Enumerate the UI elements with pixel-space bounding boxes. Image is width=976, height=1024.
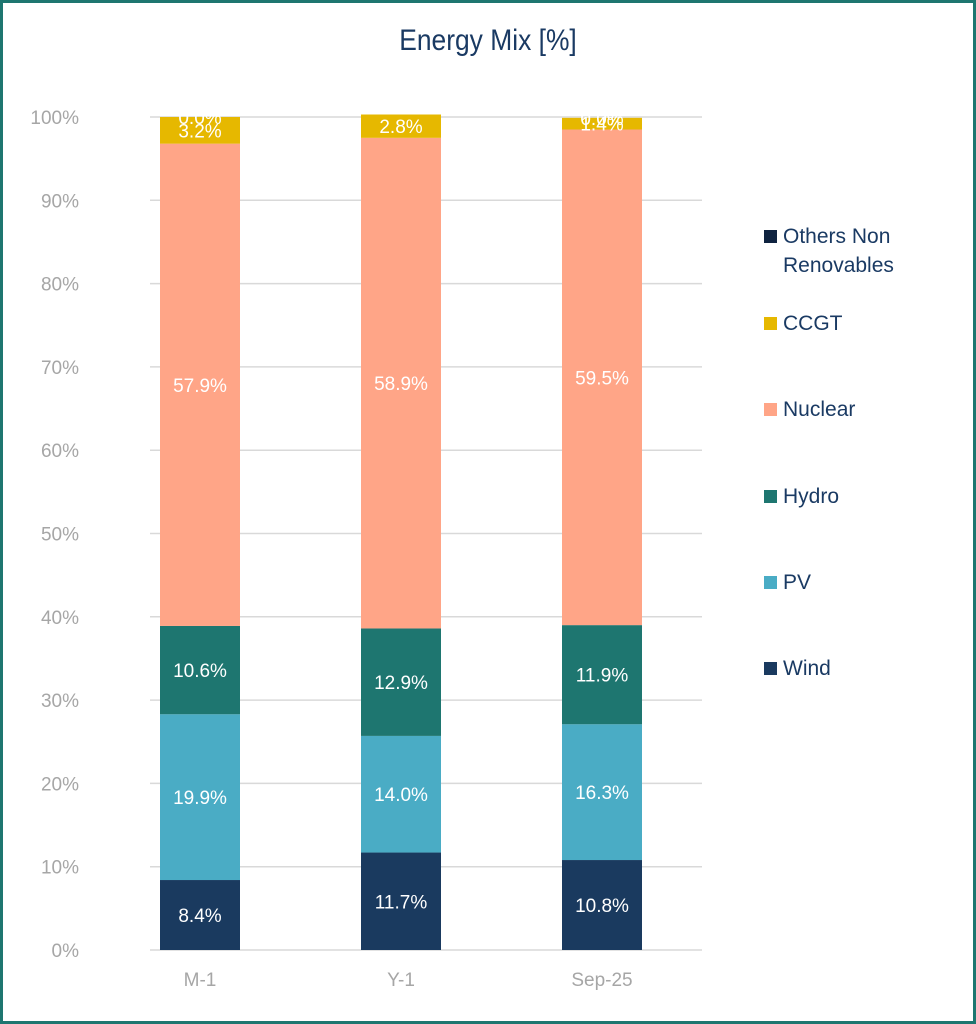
legend-label: Wind xyxy=(783,657,831,680)
legend-swatch xyxy=(764,230,777,243)
bar-hydro-m-1 xyxy=(160,625,240,715)
bar-pv-sep-25 xyxy=(562,724,642,861)
bar-ccgt-m-1 xyxy=(160,117,240,144)
data-label: 0.0% xyxy=(580,109,623,130)
legend-label: Others Non Renovables xyxy=(783,225,894,277)
data-label: 57.9% xyxy=(173,376,227,397)
legend-item: Wind xyxy=(764,654,831,683)
y-tick-label: 10% xyxy=(41,858,79,879)
y-tick-label: 30% xyxy=(41,691,79,712)
data-label: 10.6% xyxy=(173,661,227,682)
legend-label: CCGT xyxy=(783,312,843,335)
y-tick-label: 60% xyxy=(41,441,79,462)
data-label: 8.4% xyxy=(178,906,221,927)
data-label: 10.8% xyxy=(575,896,629,917)
x-tick-label: Y-1 xyxy=(387,970,415,991)
legend-item: Others Non Renovables xyxy=(764,222,894,280)
x-tick-label: M-1 xyxy=(184,970,217,991)
data-labels: 8.4%19.9%10.6%57.9%3.2%0.0%11.7%14.0%12.… xyxy=(173,108,629,927)
data-label: 3.2% xyxy=(178,121,221,142)
chart-title: Energy Mix [%] xyxy=(399,24,577,57)
legend-label: PV xyxy=(783,571,812,594)
legend-swatch xyxy=(764,490,777,503)
data-label: 58.9% xyxy=(374,374,428,395)
legend-item: CCGT xyxy=(764,309,843,338)
y-tick-label: 0% xyxy=(52,941,80,962)
x-tick-label: Sep-25 xyxy=(571,970,632,991)
bar-ccgt-sep-25 xyxy=(562,117,642,130)
legend-swatch xyxy=(764,317,777,330)
bar-hydro-y-1 xyxy=(361,628,441,736)
y-axis-ticks: 0% 10% 20% 30% 40% 50% 60% 70% 80% 90% 100% xyxy=(30,108,79,962)
bars xyxy=(160,114,642,950)
bar-wind-m-1 xyxy=(160,880,240,950)
data-label: 1.4% xyxy=(580,115,623,136)
y-tick-label: 40% xyxy=(41,608,79,629)
data-label: 16.3% xyxy=(575,783,629,804)
data-label: 12.9% xyxy=(374,673,428,694)
bar-nuclear-y-1 xyxy=(361,137,441,629)
bar-wind-y-1 xyxy=(361,852,441,950)
data-label: 2.8% xyxy=(379,117,422,138)
y-tick-label: 80% xyxy=(41,275,79,296)
bar-wind-sep-25 xyxy=(562,860,642,950)
y-tick-label: 50% xyxy=(41,525,79,546)
data-label: 14.0% xyxy=(374,785,428,806)
legend-label: Nuclear xyxy=(783,398,856,421)
bar-pv-m-1 xyxy=(160,714,240,881)
bar-hydro-sep-25 xyxy=(562,625,642,725)
legend-swatch xyxy=(764,576,777,589)
bar-ccgt-y-1 xyxy=(361,114,441,138)
y-tick-label: 100% xyxy=(30,108,79,129)
y-tick-label: 70% xyxy=(41,358,79,379)
bar-nuclear-m-1 xyxy=(160,143,240,626)
legend-item: PV xyxy=(764,568,811,597)
x-axis-ticks: M-1 Y-1 Sep-25 xyxy=(184,970,633,991)
data-label: 11.7% xyxy=(375,892,428,913)
legend-swatch xyxy=(764,662,777,675)
legend-swatch xyxy=(764,403,777,416)
data-label: 19.9% xyxy=(173,788,227,809)
data-label: 0.0% xyxy=(178,108,221,129)
bar-pv-y-1 xyxy=(361,735,441,853)
legend-item: Nuclear xyxy=(764,395,855,424)
data-label: 59.5% xyxy=(575,368,629,389)
bar-nuclear-sep-25 xyxy=(562,129,642,626)
y-tick-label: 20% xyxy=(41,774,79,795)
data-label: 11.9% xyxy=(576,666,629,687)
legend-item: Hydro xyxy=(764,482,839,511)
y-tick-label: 90% xyxy=(41,191,79,212)
legend-label: Hydro xyxy=(783,485,840,508)
